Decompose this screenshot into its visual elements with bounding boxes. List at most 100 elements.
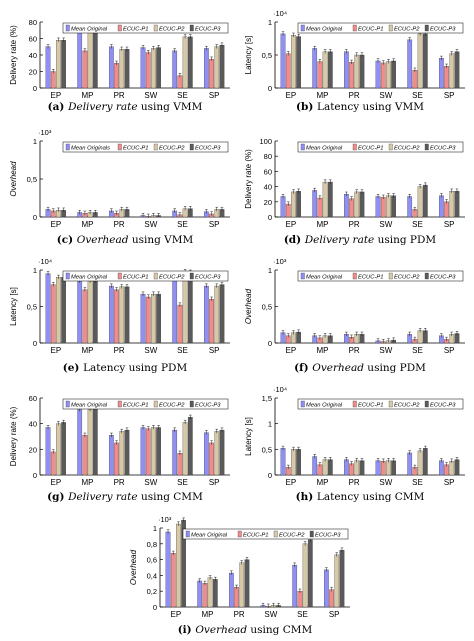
x-tick-label: EP xyxy=(170,610,181,619)
bar-se-series-1 xyxy=(172,429,178,476)
legend-swatch xyxy=(352,24,357,32)
legend-label: ECUC-P2 xyxy=(159,27,185,33)
bar-se-series-2 xyxy=(177,453,183,476)
y-tick-label: 1,5 xyxy=(262,394,272,403)
bar-se-series-2 xyxy=(177,75,183,89)
x-tick-label: SP xyxy=(329,610,340,619)
bar-mp-series-4 xyxy=(92,280,98,344)
bar-ep-series-4 xyxy=(61,277,66,344)
bar-ep-series-2 xyxy=(285,203,291,218)
caption-part: using CMM xyxy=(247,624,312,636)
bar-sw-series-4 xyxy=(391,460,396,476)
bar-sw-series-4 xyxy=(391,60,396,89)
y-axis-exponent: ·10³ xyxy=(158,515,172,524)
bar-mp-series-2 xyxy=(317,61,323,89)
x-tick-label: SE xyxy=(177,478,188,487)
y-tick-label: 0 xyxy=(33,84,37,93)
bar-se-series-1 xyxy=(407,452,413,476)
bar-se-series-4 xyxy=(187,36,193,89)
y-axis-label: Delivery rate (%) xyxy=(9,406,18,466)
legend-swatch xyxy=(65,400,70,408)
legend-label: ECUC-P1 xyxy=(123,146,148,152)
y-tick-label: 20 xyxy=(29,68,37,77)
bar-mp-series-2 xyxy=(317,197,323,218)
y-tick-label: 0 xyxy=(268,84,272,93)
caption-part: (b) xyxy=(296,101,317,113)
legend-swatch xyxy=(65,272,70,280)
bar-mp-series-3 xyxy=(87,409,93,476)
bar-se-series-4 xyxy=(307,539,313,608)
legend-box xyxy=(62,22,229,34)
x-tick-label: SE xyxy=(177,220,188,229)
bar-ep-series-3 xyxy=(56,40,61,89)
bar-mp-series-4 xyxy=(92,406,98,476)
bar-sp-series-4 xyxy=(454,459,460,476)
panel-caption: (i) Overhead using CMM xyxy=(178,624,313,636)
bar-ep-series-1 xyxy=(280,196,286,218)
x-tick-label: EP xyxy=(50,220,61,229)
bar-se-series-1 xyxy=(172,278,178,344)
bar-mp-series-1 xyxy=(77,409,83,476)
bar-sw-series-3 xyxy=(386,61,391,89)
bar-pr-series-1 xyxy=(109,435,114,476)
y-tick-label: 60 xyxy=(29,394,37,403)
legend-label: Mean Original xyxy=(71,275,108,281)
bar-pr-series-3 xyxy=(119,49,125,89)
caption-part: Latency using PDM xyxy=(83,362,187,374)
legend-swatch xyxy=(424,24,429,32)
y-axis-label: Latency [s] xyxy=(244,417,253,456)
bar-pr-series-1 xyxy=(109,46,114,89)
legend-swatch xyxy=(117,272,122,280)
bar-sw-series-2 xyxy=(380,460,386,476)
legend-label: ECUC-P3 xyxy=(195,275,221,281)
bar-ep-series-1 xyxy=(280,448,286,476)
x-tick-label: SE xyxy=(412,220,423,229)
y-axis-label: Overhead xyxy=(129,549,138,585)
legend-label: ECUC-P2 xyxy=(159,403,185,409)
bar-sp-series-4 xyxy=(219,284,225,344)
caption-part: using VMM xyxy=(128,234,193,246)
bar-mp-series-4 xyxy=(327,459,333,476)
legend-label: ECUC-P1 xyxy=(358,403,383,409)
bar-pr-series-4 xyxy=(359,460,365,476)
y-tick-label: 1 xyxy=(33,137,37,146)
bar-pr-series-4 xyxy=(359,54,365,89)
legend-swatch xyxy=(153,24,158,32)
bar-mp-series-3 xyxy=(87,280,93,344)
y-tick-label: 0,8 xyxy=(147,540,157,549)
bar-se-series-4 xyxy=(187,417,193,476)
bar-pr-series-2 xyxy=(349,62,354,89)
bar-sp-series-3 xyxy=(449,191,455,218)
legend-label: ECUC-P2 xyxy=(394,27,420,33)
x-tick-label: SE xyxy=(412,91,423,100)
legend-label: ECUC-P3 xyxy=(430,275,456,281)
bar-se-series-3 xyxy=(302,543,308,608)
legend-swatch xyxy=(388,143,393,151)
caption-part: Latency using CMM xyxy=(317,491,425,503)
bar-sp-series-1 xyxy=(204,285,209,344)
bar-se-series-2 xyxy=(177,304,183,344)
bar-mp-series-3 xyxy=(322,459,328,476)
legend-swatch xyxy=(300,24,305,32)
bar-sp-series-2 xyxy=(444,201,449,218)
bar-pr-series-3 xyxy=(354,54,360,89)
legend-label: ECUC-P2 xyxy=(159,146,185,152)
bar-mp-series-3 xyxy=(207,577,213,608)
bar-sp-series-2 xyxy=(329,589,334,608)
bar-pr-series-1 xyxy=(344,194,349,218)
legend-label: Mean Original xyxy=(71,403,108,409)
bar-mp-series-3 xyxy=(322,181,328,218)
bar-se-series-3 xyxy=(182,271,188,344)
legend-swatch xyxy=(65,143,70,151)
x-tick-label: SW xyxy=(379,91,392,100)
caption-part: (e) xyxy=(63,362,83,374)
x-tick-label: EP xyxy=(50,91,61,100)
legend-label: Mean Original xyxy=(306,275,343,281)
legend-swatch xyxy=(300,400,305,408)
y-axis-exponent: ·10³ xyxy=(38,128,52,137)
x-tick-label: EP xyxy=(285,346,296,355)
y-tick-label: 0,4 xyxy=(147,571,157,580)
chart-panel-b: 0 0,5 1·10⁴ Latency [s] EP MP PR SW SE SP Mean Ori… xyxy=(244,9,465,113)
caption-part: using VMM xyxy=(138,101,203,113)
bar-sp-series-3 xyxy=(449,460,455,476)
